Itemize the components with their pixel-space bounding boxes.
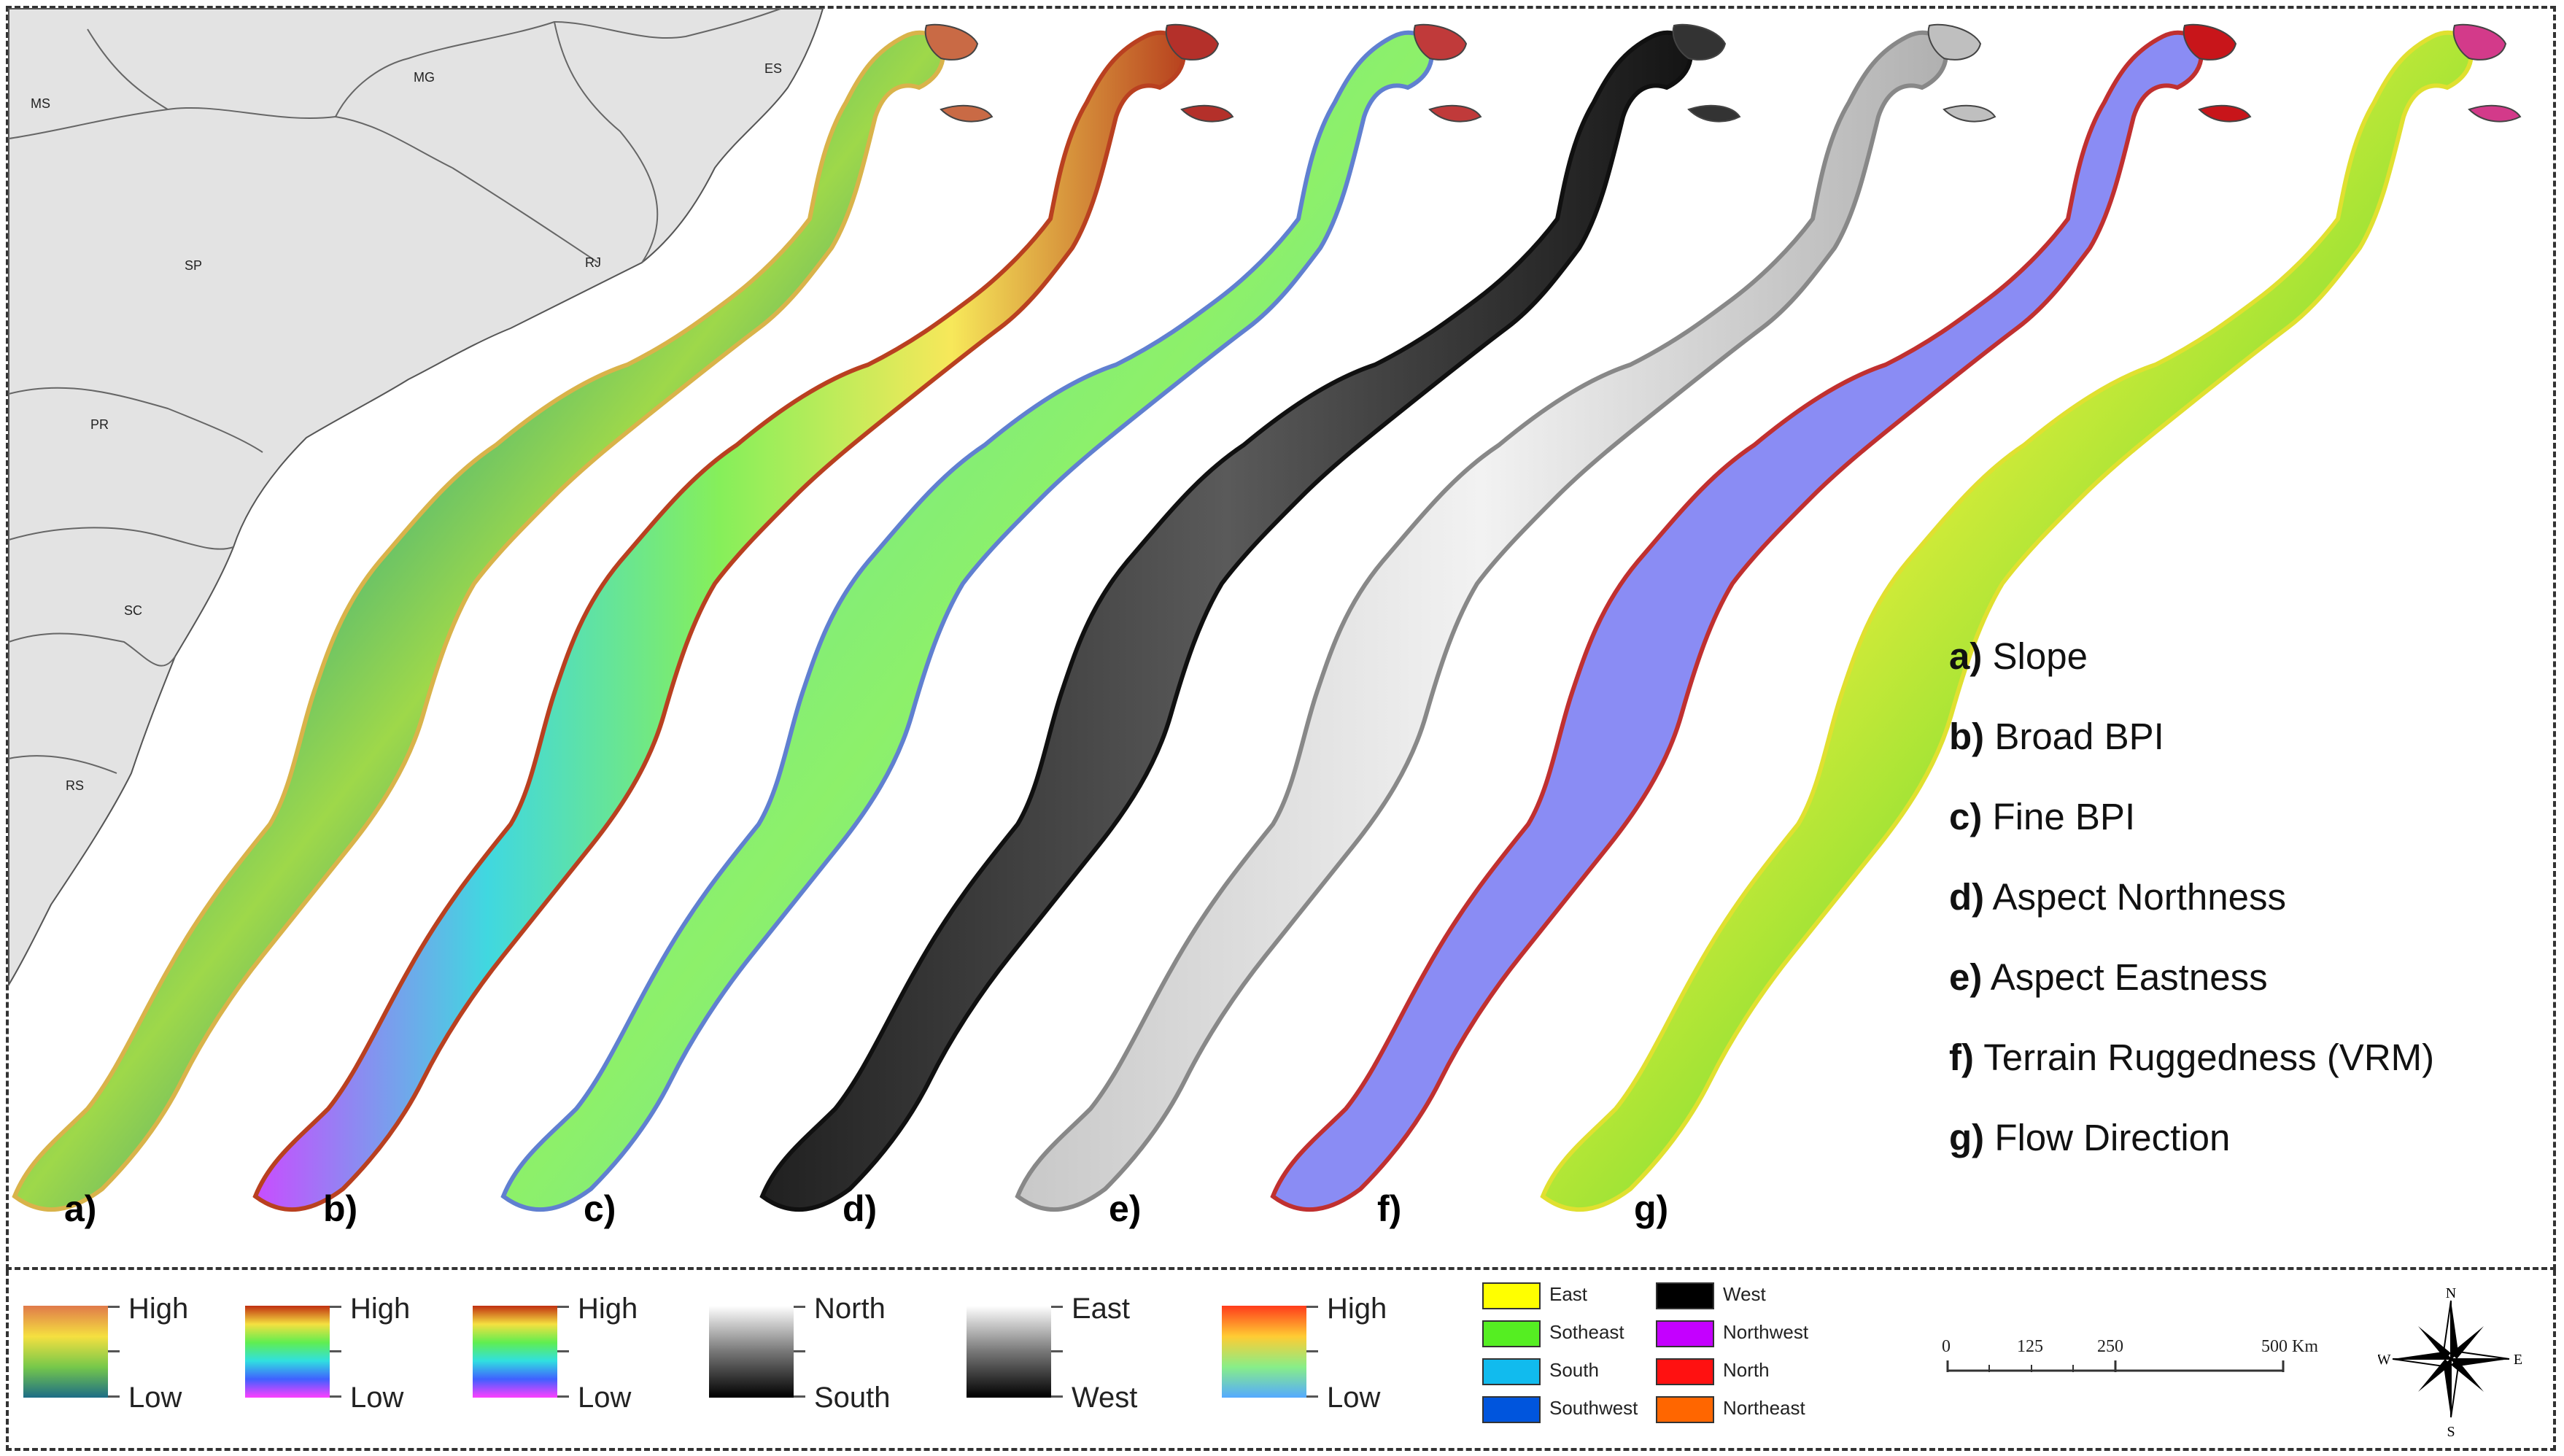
strip-islands-fine-bpi	[1413, 23, 1482, 123]
layer-item-eastness: e) Aspect Eastness	[1949, 956, 2268, 998]
strip-vrm	[1270, 23, 2252, 1212]
broad-bpi-ramp	[245, 1306, 330, 1398]
label-northwest: Northwest	[1723, 1321, 1809, 1343]
north-arrow: N S E W	[2377, 1285, 2524, 1443]
fine-bpi-high-label: High	[578, 1293, 638, 1325]
shelf-strips	[12, 23, 2522, 1212]
state-label-ms: MS	[31, 96, 50, 111]
scale-label-250: 250	[2097, 1337, 2123, 1356]
scale-bar-graphic	[1946, 1360, 2285, 1372]
state-label-mg: MG	[414, 70, 435, 85]
layer-item-northness: d) Aspect Northness	[1949, 876, 2287, 918]
legend-frame	[6, 1270, 2556, 1451]
eastness-ramp	[967, 1306, 1051, 1398]
scale-label-0: 0	[1942, 1337, 1951, 1356]
strip-body-broad-bpi	[252, 30, 1186, 1212]
strip-body-northness	[759, 30, 1693, 1212]
layer-item-fine-bpi: c) Fine BPI	[1949, 796, 2136, 837]
vrm-ramp	[1222, 1306, 1306, 1398]
panel-letter-e: e)	[1109, 1188, 1142, 1229]
slope-ramp	[23, 1306, 108, 1398]
label-west: West	[1723, 1283, 1766, 1305]
scale-label-125: 125	[2017, 1337, 2043, 1356]
state-label-rs: RS	[66, 778, 84, 793]
swatch-sotheast	[1482, 1320, 1541, 1347]
swatch-northeast	[1656, 1396, 1714, 1423]
map-canvas: MS MG ES SP RJ PR SC RS	[8, 8, 2522, 1212]
strip-islands-flow-direction	[2452, 23, 2522, 123]
panel-letter-b: b)	[323, 1188, 358, 1229]
panel-letter-d: d)	[843, 1188, 878, 1229]
strip-islands-slope	[924, 23, 994, 123]
layer-item-flow-direction: g) Flow Direction	[1949, 1117, 2231, 1158]
label-east: East	[1549, 1283, 1588, 1305]
broad-bpi-high-label: High	[350, 1293, 411, 1325]
strip-fine-bpi	[500, 23, 1482, 1212]
eastness-high-label: East	[1072, 1293, 1131, 1325]
strip-islands-northness	[1672, 23, 1741, 123]
panel-letter-f: f)	[1377, 1188, 1402, 1229]
northness-low-label: South	[814, 1382, 891, 1414]
svg-text:W: W	[2378, 1352, 2391, 1368]
state-borders	[8, 8, 781, 774]
compass-rose-icon: N S E W	[2377, 1285, 2523, 1440]
svg-text:S: S	[2447, 1424, 2455, 1439]
label-south: South	[1549, 1359, 1599, 1381]
label-sotheast: Sotheast	[1549, 1321, 1624, 1343]
broad-bpi-low-label: Low	[350, 1382, 404, 1414]
panel-letter-g: g)	[1634, 1188, 1669, 1229]
strip-flow-direction	[1540, 23, 2522, 1212]
state-label-sp: SP	[185, 258, 202, 273]
strip-body-vrm	[1270, 30, 2204, 1212]
label-southwest: Southwest	[1549, 1397, 1638, 1419]
vrm-high-label: High	[1327, 1293, 1387, 1325]
swatch-northwest	[1656, 1320, 1714, 1347]
layer-item-slope: a) Slope	[1949, 635, 2088, 677]
strip-northness	[759, 23, 1741, 1212]
land-area	[8, 8, 824, 988]
strip-slope	[12, 23, 994, 1212]
swatch-west	[1656, 1282, 1714, 1309]
vrm-low-label: Low	[1327, 1382, 1381, 1414]
state-label-rj: RJ	[585, 255, 601, 270]
label-north: North	[1723, 1359, 1770, 1381]
swatch-north	[1656, 1358, 1714, 1385]
fine-bpi-ramp	[473, 1306, 557, 1398]
northness-high-label: North	[814, 1293, 886, 1325]
layer-list: a) Slope b) Broad BPI c) Fine BPI d) Asp…	[1949, 635, 2547, 1196]
strip-islands-broad-bpi	[1165, 23, 1234, 123]
layer-item-broad-bpi: b) Broad BPI	[1949, 716, 2164, 757]
scale-bar: 0 125 250 500 Km	[1940, 1337, 2318, 1386]
northness-ramp	[709, 1306, 794, 1398]
strip-body-flow-direction	[1540, 30, 2474, 1212]
state-label-es: ES	[764, 61, 782, 76]
strip-broad-bpi	[252, 23, 1234, 1212]
panel-letter-a: a)	[64, 1188, 97, 1229]
swatch-southwest	[1482, 1396, 1541, 1423]
panel-letter-c: c)	[584, 1188, 616, 1229]
scale-label-500: 500 Km	[2261, 1337, 2318, 1356]
label-northeast: Northeast	[1723, 1397, 1805, 1419]
swatch-south	[1482, 1358, 1541, 1385]
fine-bpi-low-label: Low	[578, 1382, 632, 1414]
map-frame	[6, 6, 2556, 1270]
state-label-pr: PR	[90, 417, 109, 432]
layer-item-vrm: f) Terrain Ruggedness (VRM)	[1949, 1037, 2435, 1078]
strip-body-fine-bpi	[500, 30, 1434, 1212]
strip-body-slope	[12, 30, 945, 1212]
strip-islands-vrm	[2183, 23, 2252, 123]
slope-low-label: Low	[128, 1382, 182, 1414]
svg-text:E: E	[2514, 1352, 2522, 1368]
swatch-east	[1482, 1282, 1541, 1309]
strip-eastness	[1015, 23, 1996, 1212]
eastness-low-label: West	[1072, 1382, 1138, 1414]
slope-high-label: High	[128, 1293, 189, 1325]
strip-body-eastness	[1015, 30, 1948, 1212]
svg-text:N: N	[2446, 1286, 2456, 1301]
strip-islands-eastness	[1927, 23, 1996, 123]
state-label-sc: SC	[124, 603, 142, 618]
